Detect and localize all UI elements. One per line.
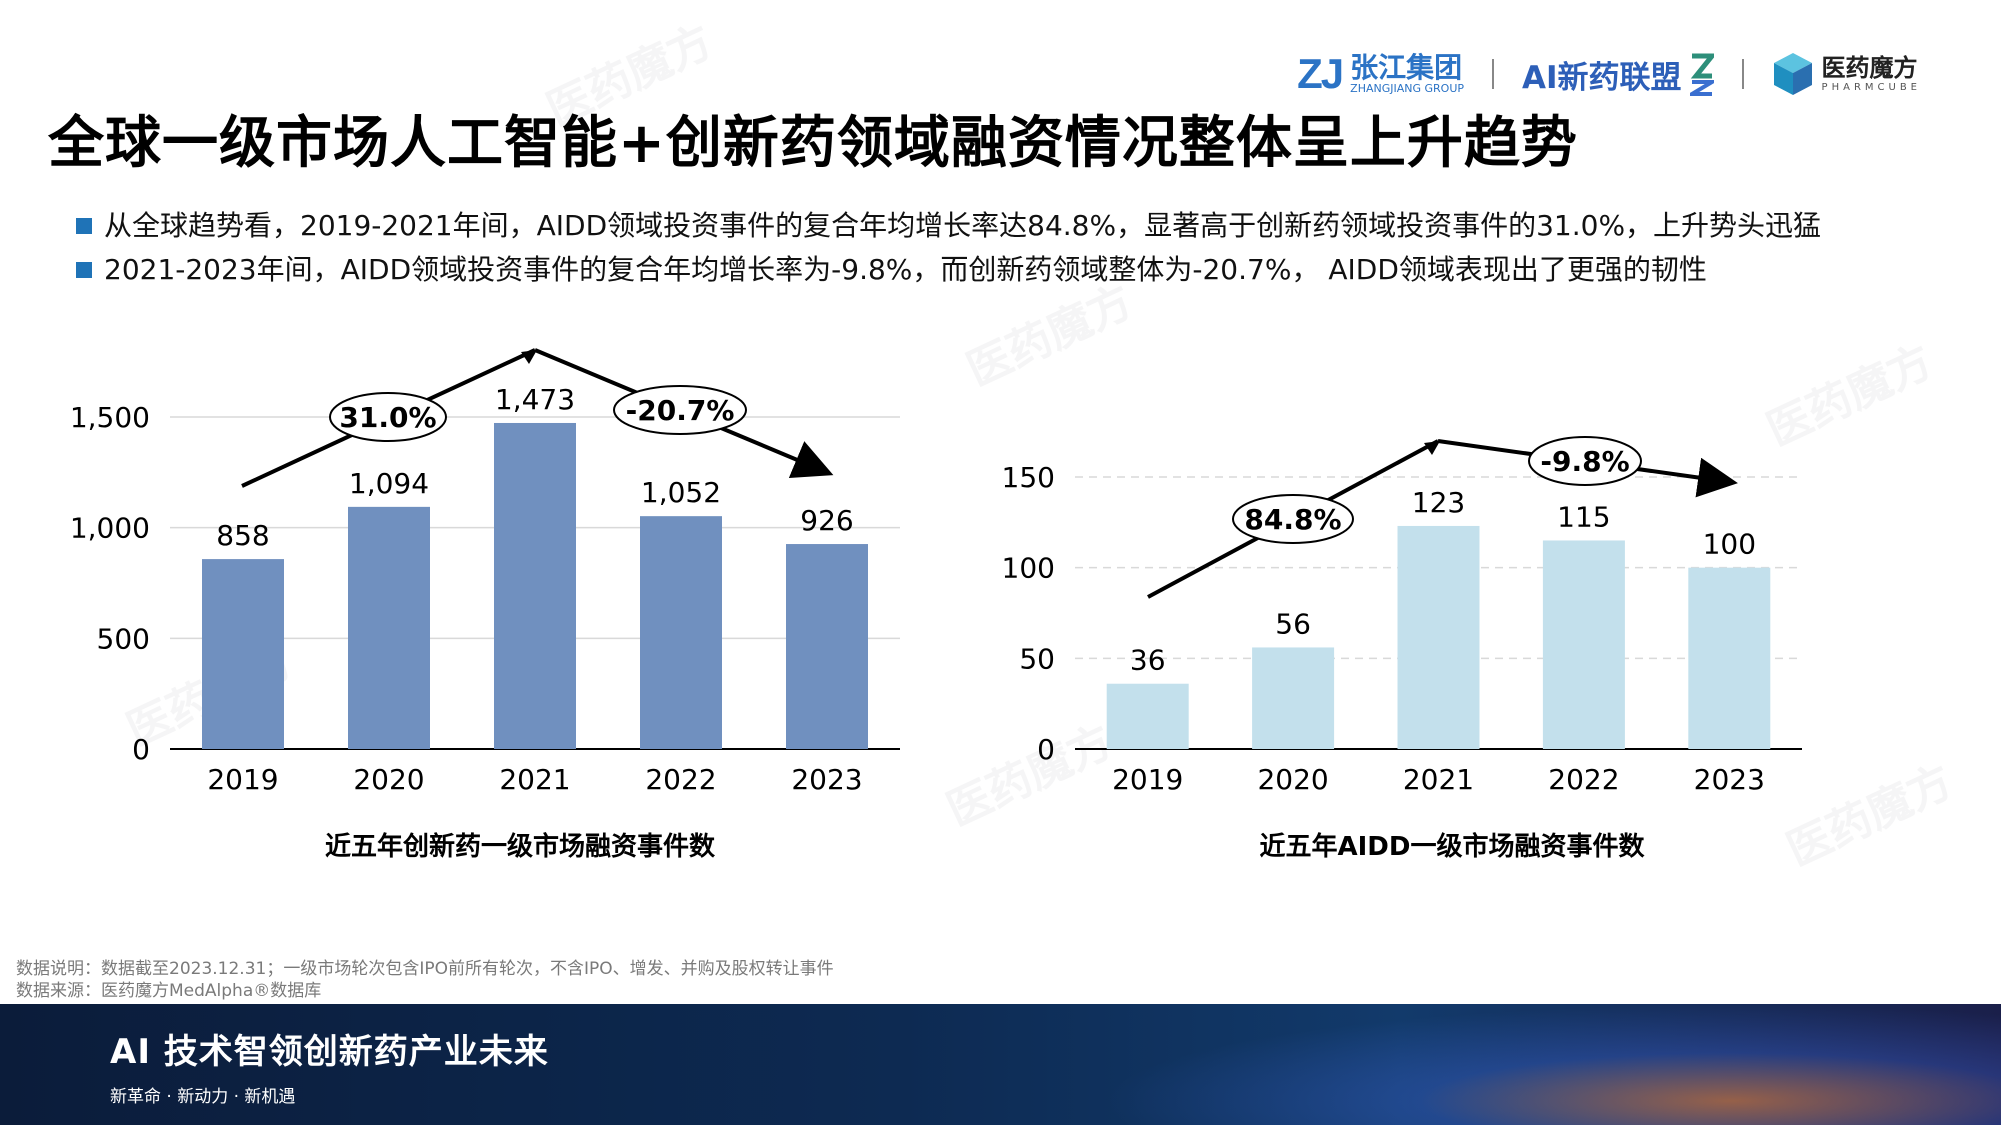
x-tick-label: 2020 xyxy=(353,763,424,796)
footer-banner: AI 技术智领创新药产业未来 新革命 · 新动力 · 新机遇 xyxy=(0,1004,2001,1125)
footer-slogan: AI 技术智领创新药产业未来 xyxy=(110,1032,549,1072)
y-tick-label: 100 xyxy=(1002,552,1055,585)
arrowhead-icon xyxy=(1424,441,1440,455)
cagr-bubble xyxy=(1528,436,1642,486)
pharmcube-logo: 医药魔方 PHARMCUBE xyxy=(1772,51,1921,97)
data-label: 36 xyxy=(1130,644,1166,677)
logo-bar: ZJ 张江集团 ZHANGJIANG GROUP AI新药联盟 医药魔方 PHA… xyxy=(1297,44,1921,104)
bullet-text: 从全球趋势看，2019-2021年间，AIDD领域投资事件的复合年均增长率达84… xyxy=(104,209,1822,242)
data-label: 1,094 xyxy=(349,467,429,500)
y-tick-label: 0 xyxy=(1037,733,1055,766)
pharmcube-name: 医药魔方 xyxy=(1821,54,1918,82)
x-tick-label: 2021 xyxy=(499,763,570,796)
bar xyxy=(1688,567,1771,749)
cagr-label: 31.0% xyxy=(339,401,436,434)
data-source: 数据来源：医药魔方MedAlpha®数据库 xyxy=(16,981,322,1001)
data-label: 926 xyxy=(800,504,853,537)
bar xyxy=(1252,647,1335,749)
zhangjiang-name: 张江集团 xyxy=(1350,51,1463,84)
data-label: 56 xyxy=(1275,607,1311,640)
x-tick-label: 2023 xyxy=(1694,763,1765,796)
bullet-text: 2021-2023年间，AIDD领域投资事件的复合年均增长率为-9.8%，而创新… xyxy=(104,253,1707,286)
cagr-label: -9.8% xyxy=(1540,445,1629,478)
logo-divider xyxy=(1741,59,1744,89)
y-tick-label: 1,000 xyxy=(70,512,150,545)
bullet-square-icon xyxy=(76,262,92,278)
cagr-bubble xyxy=(329,392,447,442)
ai-alliance-logo: AI新药联盟 xyxy=(1522,52,1714,97)
cagr-label: -20.7% xyxy=(626,394,735,427)
y-tick-label: 150 xyxy=(1002,461,1055,494)
bullet-square-icon xyxy=(76,218,92,234)
data-note: 数据说明：数据截至2023.12.31；一级市场轮次包含IPO前所有轮次，不含I… xyxy=(16,959,834,979)
cube-icon xyxy=(1773,53,1812,95)
x-tick-label: 2019 xyxy=(1112,763,1183,796)
y-tick-label: 500 xyxy=(97,622,150,655)
logo-divider xyxy=(1492,59,1495,89)
bar xyxy=(494,422,576,749)
footer-subtitle: 新革命 · 新动力 · 新机遇 xyxy=(110,1087,296,1107)
bullet-list: 从全球趋势看，2019-2021年间，AIDD领域投资事件的复合年均增长率达84… xyxy=(76,204,1821,292)
data-label: 115 xyxy=(1557,500,1610,533)
zhangjiang-mark: ZJ xyxy=(1297,50,1344,97)
bar xyxy=(1542,540,1625,749)
x-tick-label: 2022 xyxy=(1548,763,1619,796)
bar xyxy=(1106,683,1189,749)
x-tick-label: 2020 xyxy=(1257,763,1328,796)
chart-title-aidd: 近五年AIDD一级市场融资事件数 xyxy=(1259,832,1645,862)
x-tick-label: 2021 xyxy=(1403,763,1474,796)
y-tick-label: 50 xyxy=(1019,642,1055,675)
bullet-item: 从全球趋势看，2019-2021年间，AIDD领域投资事件的复合年均增长率达84… xyxy=(76,204,1821,248)
data-label: 1,052 xyxy=(641,476,721,509)
y-tick-label: 1,500 xyxy=(70,401,150,434)
y-tick-label: 0 xyxy=(132,733,150,766)
data-label: 1,473 xyxy=(495,383,575,416)
zhangjiang-logo: ZJ 张江集团 ZHANGJIANG GROUP xyxy=(1297,50,1464,98)
footer-glow xyxy=(1101,1004,2001,1125)
arrowhead-icon xyxy=(521,350,537,364)
bar xyxy=(640,516,722,749)
x-tick-label: 2019 xyxy=(207,763,278,796)
ai-alliance-icon xyxy=(1689,53,1714,96)
cagr-bubble xyxy=(1232,494,1354,544)
data-label: 123 xyxy=(1412,486,1465,519)
bullet-item: 2021-2023年间，AIDD领域投资事件的复合年均增长率为-9.8%，而创新… xyxy=(76,248,1821,292)
bar xyxy=(786,544,868,749)
x-tick-label: 2022 xyxy=(645,763,716,796)
charts-canvas: 05001,0001,50085820191,09420201,47320211… xyxy=(70,348,1802,796)
chart-title-innovative-drugs: 近五年创新药一级市场融资事件数 xyxy=(324,832,716,862)
bar xyxy=(202,559,284,749)
cagr-label: 84.8% xyxy=(1244,503,1341,536)
x-tick-label: 2023 xyxy=(791,763,862,796)
bar xyxy=(1397,525,1480,749)
pharmcube-en: PHARMCUBE xyxy=(1821,82,1921,93)
page-title: 全球一级市场人工智能+创新药领域融资情况整体呈上升趋势 xyxy=(48,111,1578,176)
bar xyxy=(348,506,430,749)
ai-alliance-name: AI新药联盟 xyxy=(1522,59,1682,96)
data-label: 100 xyxy=(1703,528,1756,561)
cagr-bubble xyxy=(613,385,747,435)
data-label: 858 xyxy=(216,519,269,552)
zhangjiang-en: ZHANGJIANG GROUP xyxy=(1350,82,1465,95)
